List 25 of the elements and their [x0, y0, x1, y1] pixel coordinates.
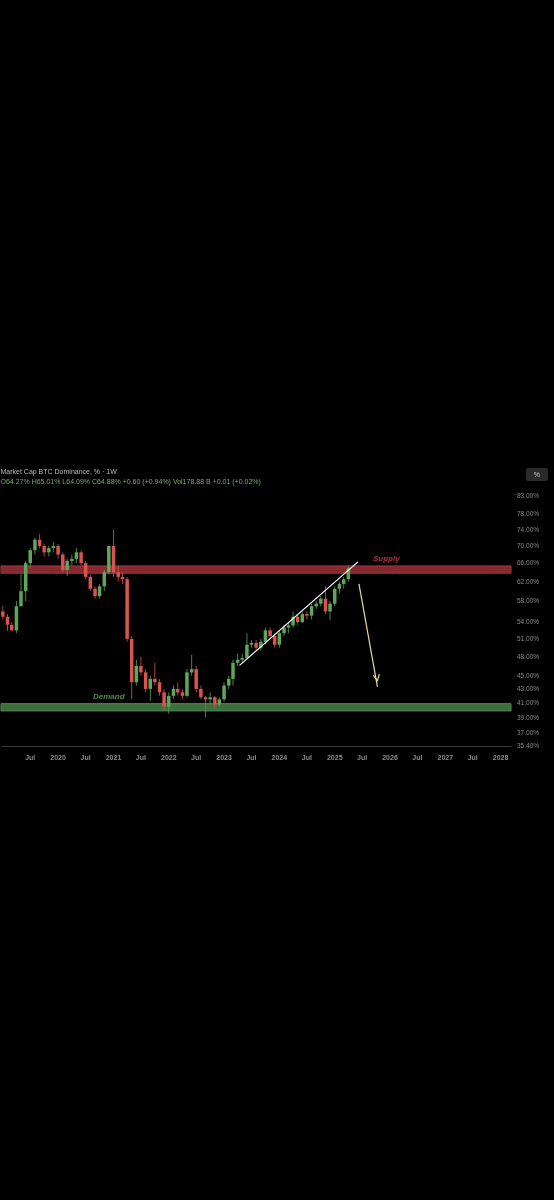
candlestick — [231, 659, 235, 686]
candlestick — [28, 547, 32, 569]
candlestick — [185, 668, 189, 698]
candlestick — [245, 632, 249, 661]
candlestick — [208, 691, 212, 705]
candlestick — [162, 688, 166, 711]
candlestick — [19, 573, 23, 607]
candlestick — [70, 554, 74, 566]
candlestick — [116, 565, 120, 582]
candlestick — [305, 611, 309, 620]
band-label: Supply — [373, 553, 401, 563]
candlestick — [194, 665, 198, 693]
candlestick — [153, 662, 157, 686]
candlestick — [249, 639, 254, 649]
candlestick — [139, 656, 143, 676]
candlestick — [167, 691, 171, 715]
candlestick — [61, 551, 65, 573]
candlestick — [199, 685, 203, 700]
candlestick — [93, 585, 97, 600]
candlestick — [222, 681, 226, 702]
band-label: Demand — [93, 691, 126, 701]
candlestick — [328, 600, 332, 621]
candlestick — [47, 545, 51, 558]
candlestick — [56, 543, 60, 560]
candlestick — [33, 537, 37, 555]
